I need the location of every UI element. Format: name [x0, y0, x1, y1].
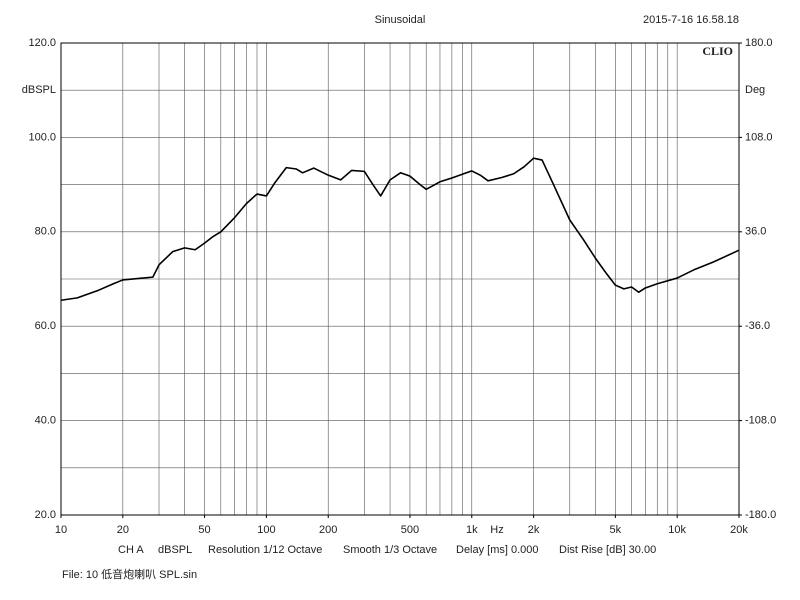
- x-tick-label: 20k: [730, 524, 748, 536]
- response-curve: [60, 157, 740, 302]
- info-text: Dist Rise [dB] 30.00: [559, 544, 656, 556]
- info-text: dBSPL: [158, 544, 192, 556]
- y2-tick-label: -36.0: [745, 320, 770, 332]
- y-tick-label: 40.0: [35, 415, 56, 427]
- file-label: File: 10 低音炮喇叭 SPL.sin: [62, 567, 197, 581]
- x-tick-label: 100: [257, 524, 275, 536]
- y-tick-label: 20.0: [35, 509, 56, 521]
- y-tick-label: 120.0: [28, 37, 56, 49]
- y2-tick-label: -180.0: [745, 509, 776, 521]
- info-text: Resolution 1/12 Octave: [208, 544, 322, 556]
- x-tick-label: 200: [319, 524, 337, 536]
- y-axis-label: dBSPL: [22, 84, 56, 96]
- x-tick-label: 10k: [668, 524, 686, 536]
- timestamp: 2015-7-16 16.58.18: [643, 14, 739, 26]
- y2-axis-label: Deg: [745, 84, 765, 96]
- info-text: Smooth 1/3 Octave: [343, 544, 437, 556]
- x-tick-label: 20: [117, 524, 129, 536]
- chart-title: Sinusoidal: [375, 14, 426, 26]
- plot-frame: [60, 42, 740, 516]
- y-tick-label: 100.0: [28, 131, 56, 143]
- logo: CLIO: [702, 44, 733, 58]
- y2-tick-label: 180.0: [745, 37, 773, 49]
- y2-tick-label: 108.0: [745, 131, 773, 143]
- y-tick-label: 60.0: [35, 320, 56, 332]
- x-tick-label: 5k: [610, 524, 622, 536]
- y-tick-label: 80.0: [35, 226, 56, 238]
- x-tick-label: 1k: [466, 524, 478, 536]
- x-tick-label: 500: [401, 524, 419, 536]
- x-axis-label: Hz: [490, 524, 503, 536]
- y2-tick-label: -108.0: [745, 415, 776, 427]
- info-text: CH A: [118, 544, 144, 556]
- x-tick-label: 2k: [528, 524, 540, 536]
- x-tick-label: 50: [198, 524, 210, 536]
- info-text: Delay [ms] 0.000: [456, 544, 539, 556]
- y2-tick-label: 36.0: [745, 226, 766, 238]
- x-tick-label: 10: [55, 524, 67, 536]
